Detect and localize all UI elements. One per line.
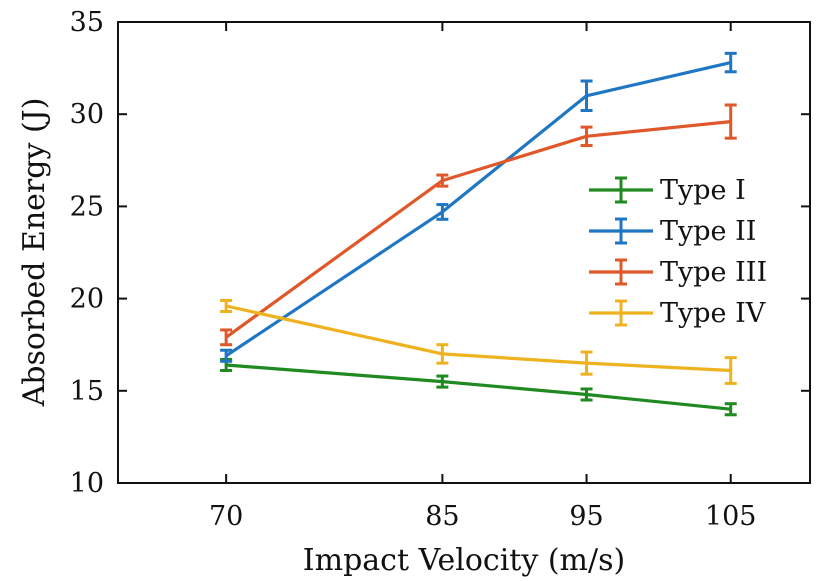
legend-item: Type III	[589, 257, 767, 288]
y-tick-label: 35	[70, 7, 104, 38]
legend-label: Type II	[660, 216, 756, 247]
x-tick-label: 85	[425, 501, 459, 532]
legend-item: Type II	[589, 216, 756, 247]
x-tick-label: 95	[569, 501, 603, 532]
legend-item: Type I	[589, 175, 746, 206]
series-line	[225, 120, 731, 339]
legend: Type I Type II Type III Type IV	[589, 175, 767, 329]
series-1	[220, 357, 737, 417]
series-line	[225, 363, 731, 411]
y-tick-label: 30	[70, 99, 104, 130]
y-tick-label: 15	[70, 376, 104, 407]
y-axis: 10 15 20 25 30 35	[70, 7, 810, 499]
x-tick-label: 70	[209, 501, 243, 532]
plot-frame	[117, 21, 811, 484]
y-axis-title: Absorbed Energy (J)	[17, 98, 52, 408]
y-tick-label: 20	[70, 284, 104, 315]
x-tick-label: 105	[705, 501, 757, 532]
legend-label: Type III	[660, 257, 767, 288]
legend-label: Type IV	[660, 298, 766, 329]
legend-label: Type I	[660, 175, 746, 206]
series-4	[220, 298, 737, 385]
x-axis-title: Impact Velocity (m/s)	[303, 543, 625, 578]
y-tick-label: 25	[70, 191, 104, 222]
series-layer	[220, 51, 737, 417]
y-tick-label: 10	[70, 468, 104, 499]
series-line	[225, 61, 732, 358]
series-2	[220, 51, 737, 363]
legend-item: Type IV	[589, 298, 766, 329]
series-line	[225, 304, 731, 373]
series-3	[220, 103, 737, 347]
x-axis: 70 85 95 105	[209, 22, 757, 532]
